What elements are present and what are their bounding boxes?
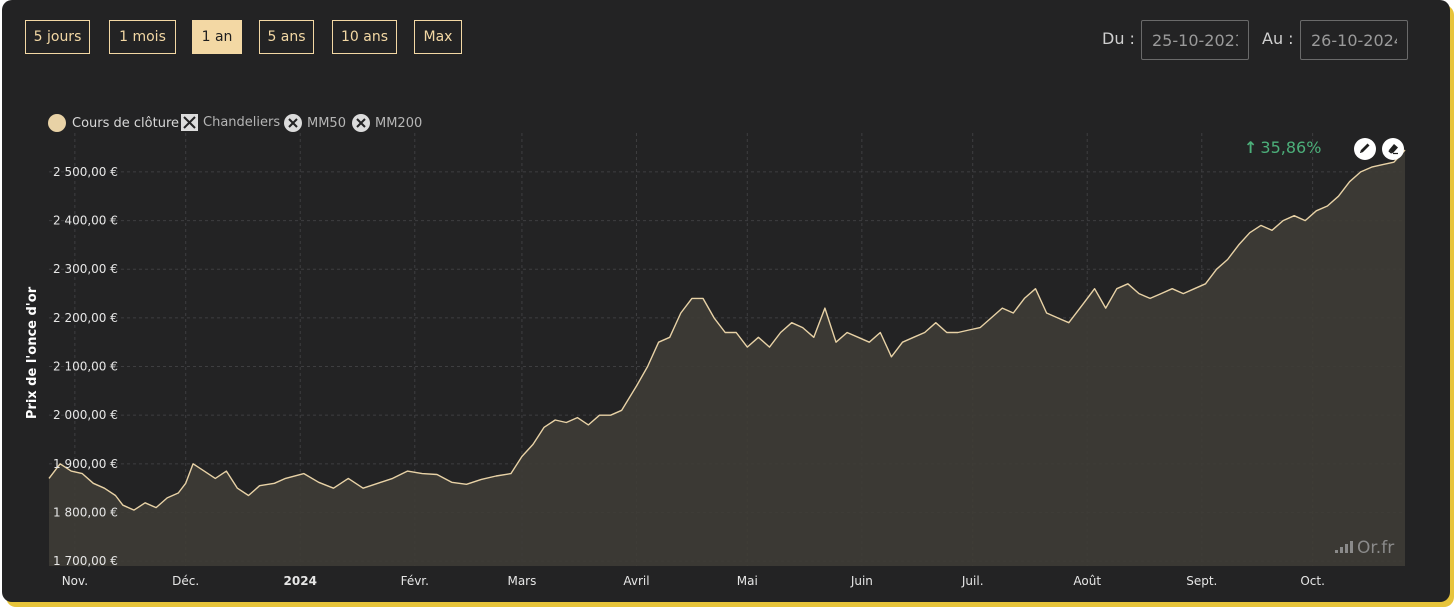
gold-price-chart: 1 700,00 € 1 800,00 € 1 900,00 € 2 000,00 €… <box>25 133 1406 588</box>
y-axis-ticks: 1 700,00 € 1 800,00 € 1 900,00 € 2 000,00 €… <box>53 165 118 568</box>
arrow-up-icon: ↑ <box>1244 138 1258 157</box>
y-axis-label: Prix de l'once d'or <box>25 286 40 419</box>
crossed-square-icon <box>181 114 198 131</box>
to-date-label: Au : <box>1262 29 1294 48</box>
x-tick-label: 2024 <box>284 574 317 588</box>
change-value: 35,86% <box>1260 138 1322 157</box>
legend-item-mm50[interactable]: MM50 <box>284 114 346 132</box>
x-tick-label: Avril <box>623 574 649 588</box>
price-line <box>48 149 1406 511</box>
legend-item-mm200[interactable]: MM200 <box>352 114 422 132</box>
watermark-logo <box>1335 541 1353 553</box>
legend-item-chandeliers[interactable]: Chandeliers <box>181 114 280 131</box>
y-tick-label: 1 800,00 € <box>53 505 118 519</box>
range-button-max[interactable]: Max <box>414 20 462 54</box>
legend-item-cours-de-cloture[interactable]: Cours de clôture <box>48 114 179 132</box>
eraser-icon <box>1386 140 1400 159</box>
erase-button[interactable] <box>1382 138 1404 160</box>
to-date-input[interactable] <box>1300 20 1408 60</box>
legend-label: MM200 <box>375 115 423 131</box>
legend-label: Chandeliers <box>203 115 281 130</box>
x-tick-label: Nov. <box>62 574 88 588</box>
crossed-circle-icon <box>284 114 302 132</box>
x-tick-label: Mai <box>737 574 758 588</box>
range-button-5-ans[interactable]: 5 ans <box>259 20 314 54</box>
x-tick-label: Oct. <box>1300 574 1325 588</box>
pencil-icon <box>1358 140 1372 159</box>
range-button-5-jours[interactable]: 5 jours <box>25 20 90 54</box>
x-tick-label: Juil. <box>961 574 984 588</box>
y-tick-label: 2 000,00 € <box>53 408 118 422</box>
y-tick-label: 2 100,00 € <box>53 360 118 374</box>
range-button-1-mois[interactable]: 1 mois <box>109 20 176 54</box>
change-badge: ↑ 35,86% <box>1244 138 1321 157</box>
y-tick-label: 1 900,00 € <box>53 457 118 471</box>
legend-label: Cours de clôture <box>72 115 180 131</box>
watermark-text: Or.fr <box>1357 538 1394 558</box>
chart-area-layer <box>48 149 1406 566</box>
crossed-circle-icon <box>352 114 370 132</box>
x-tick-label: Août <box>1073 574 1101 588</box>
filled-circle-icon <box>48 114 66 132</box>
draw-button[interactable] <box>1354 138 1376 160</box>
from-date-input[interactable] <box>1141 20 1249 60</box>
range-button-1-an[interactable]: 1 an <box>192 20 242 54</box>
from-date-label: Du : <box>1102 29 1135 48</box>
x-axis-ticks: Nov. Déc. 2024 Févr. Mars Avril Mai Juin Juil. Ao… <box>62 574 1325 588</box>
chart-card: 5 jours 1 mois 1 an 5 ans 10 ans Max Du … <box>2 0 1450 602</box>
y-tick-label: 2 200,00 € <box>53 311 118 325</box>
x-tick-label: Mars <box>507 574 536 588</box>
y-tick-label: 1 700,00 € <box>53 554 118 568</box>
x-tick-label: Sept. <box>1186 574 1217 588</box>
legend-label: MM50 <box>307 115 346 131</box>
range-button-10-ans[interactable]: 10 ans <box>332 20 397 54</box>
x-tick-label: Déc. <box>172 574 199 588</box>
price-area-fill <box>49 150 1405 566</box>
x-tick-label: Juin <box>850 574 873 588</box>
x-tick-label: Févr. <box>401 574 429 588</box>
y-tick-label: 2 300,00 € <box>53 262 118 276</box>
y-tick-label: 2 400,00 € <box>53 214 118 228</box>
y-tick-label: 2 500,00 € <box>53 165 118 179</box>
